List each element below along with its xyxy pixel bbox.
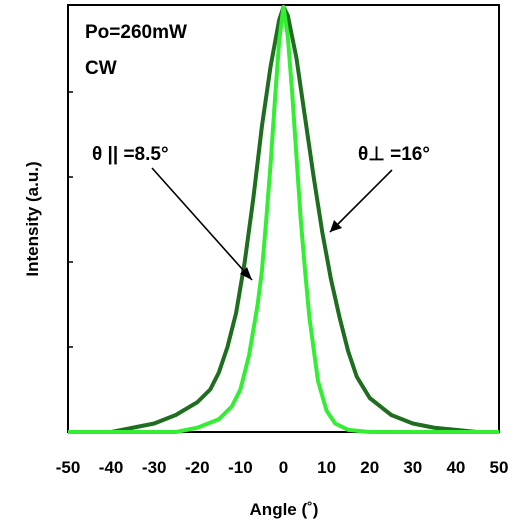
x-tick-label-2: -30 [142, 458, 167, 477]
x-tick-label-0: -50 [56, 458, 81, 477]
y-axis-title: Intensity (a.u.) [23, 161, 42, 276]
plot-frame [67, 4, 500, 433]
x-tick-label-1: -40 [99, 458, 124, 477]
x-tick-label-5: 0 [279, 458, 288, 477]
series-group [68, 5, 499, 434]
parallel-divergence-label: θ || =8.5° [92, 144, 169, 165]
x-axis-title: Angle (˚) [250, 500, 319, 519]
perpendicular-arrow [329, 169, 393, 233]
parallel-arrow [151, 167, 253, 281]
x-tick-label-7: 20 [360, 458, 379, 477]
x-axis-ticks: -50 -40 -30 -20 -10 0 10 20 30 40 50 [56, 458, 509, 477]
x-tick-label-9: 40 [446, 458, 465, 477]
x-tick-label-8: 30 [403, 458, 422, 477]
x-tick-label-4: -10 [228, 458, 253, 477]
x-tick-label-3: -20 [185, 458, 210, 477]
x-tick-label-6: 10 [317, 458, 336, 477]
mode-annotation: CW [85, 58, 117, 79]
power-annotation: Po=260mW [85, 22, 187, 43]
series-line-1 [68, 5, 499, 434]
perpendicular-divergence-label: θ⊥ =16° [358, 144, 430, 165]
x-tick-label-10: 50 [490, 458, 509, 477]
y-axis-ticks [68, 91, 73, 348]
